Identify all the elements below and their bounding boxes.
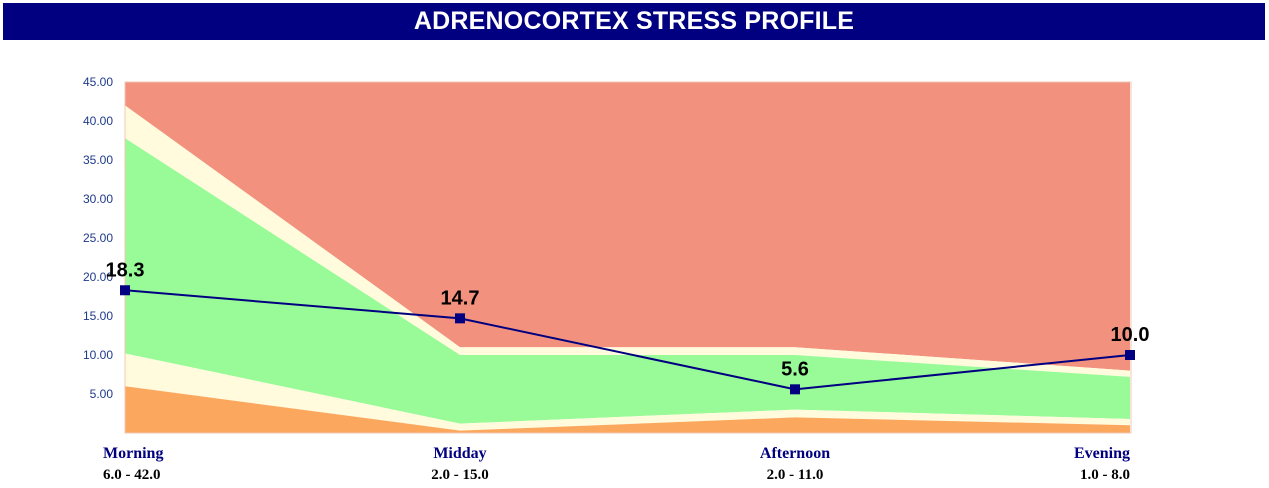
lower-borderline-band (125, 353, 1130, 431)
y-tick-label: 30.00 (83, 192, 113, 206)
data-value-label: 14.7 (441, 287, 480, 309)
plot-area-frame (124, 81, 1132, 434)
x-category-reference-range: 1.0 - 8.0 (1080, 467, 1130, 483)
x-category-reference-range: 6.0 - 42.0 (103, 467, 161, 483)
y-tick-label: 25.00 (83, 231, 113, 245)
data-value-label: 10.0 (1111, 324, 1150, 346)
data-value-label: 5.6 (781, 358, 809, 380)
y-tick-label: 35.00 (83, 153, 113, 167)
data-point-marker (455, 313, 465, 324)
data-value-label: 18.3 (106, 259, 145, 281)
data-point-marker (120, 285, 130, 296)
x-category-label: Midday (433, 445, 486, 462)
x-category-label: Afternoon (760, 445, 830, 462)
y-tick-label: 20.00 (83, 270, 113, 284)
data-point-marker (790, 384, 800, 395)
chart-title: ADRENOCORTEX STRESS PROFILE (3, 3, 1265, 40)
y-tick-label: 15.00 (83, 309, 113, 323)
x-category-label: Evening (1074, 445, 1130, 462)
y-tick-label: 45.00 (83, 75, 113, 89)
low-range-band (125, 386, 1130, 433)
series-line (124, 289, 1131, 391)
y-tick-label: 5.00 (90, 387, 114, 401)
y-tick-label: 40.00 (83, 114, 113, 128)
high-range-band (125, 82, 1130, 371)
x-category-reference-range: 2.0 - 11.0 (767, 467, 824, 483)
x-category-label: Morning (103, 445, 163, 462)
data-point-marker (1125, 350, 1135, 360)
x-category-reference-range: 2.0 - 15.0 (431, 467, 489, 483)
normal-range-band (125, 138, 1130, 424)
y-tick-label: 10.00 (83, 348, 113, 362)
